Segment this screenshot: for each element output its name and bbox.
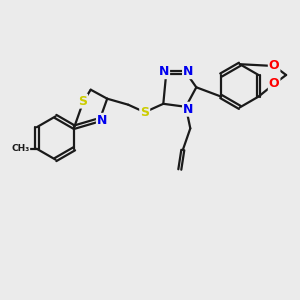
Text: O: O [269, 59, 279, 73]
Text: N: N [183, 103, 194, 116]
Text: CH₃: CH₃ [11, 144, 29, 153]
Text: N: N [97, 114, 107, 127]
Text: S: S [140, 106, 149, 119]
Text: N: N [159, 65, 169, 78]
Text: O: O [269, 77, 279, 91]
Text: N: N [183, 65, 194, 78]
Text: S: S [78, 94, 87, 108]
